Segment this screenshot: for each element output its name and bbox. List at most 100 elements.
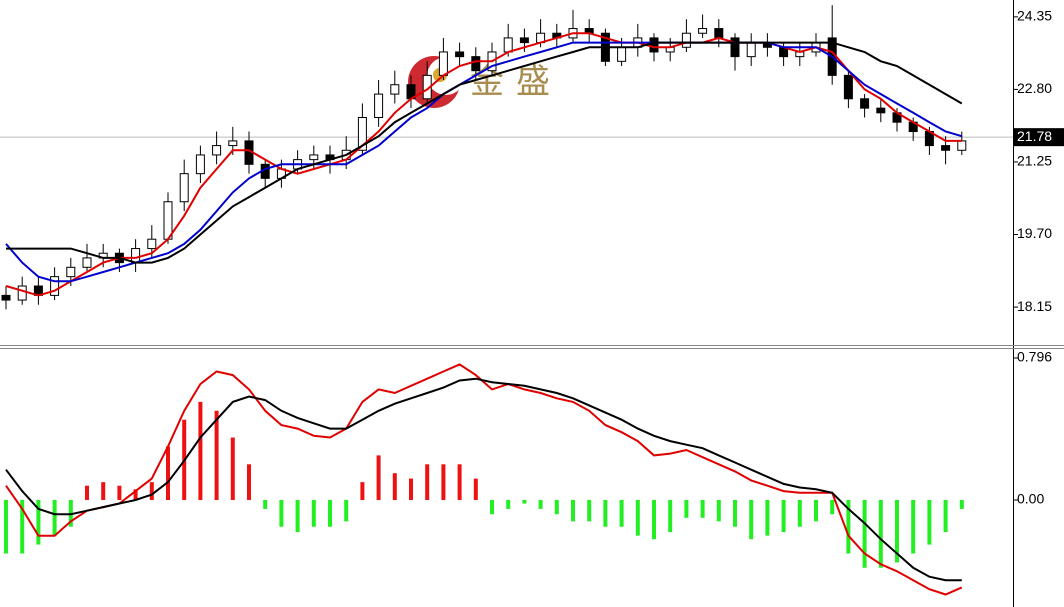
candle-body — [617, 46, 627, 62]
histogram-bar — [895, 499, 899, 563]
candle-body — [212, 145, 222, 156]
histogram-bar — [490, 499, 494, 515]
histogram-bar — [765, 499, 770, 536]
candle-body — [503, 37, 513, 53]
y-tick-label: 18.15 — [1017, 298, 1052, 314]
y-tick-label: 22.80 — [1017, 80, 1052, 96]
candle-body — [471, 56, 481, 72]
histogram-bar — [862, 499, 867, 568]
y-tick-label: 21.25 — [1017, 153, 1052, 169]
histogram-bar — [344, 499, 349, 522]
line — [5, 32, 962, 297]
candle-body — [82, 257, 92, 268]
histogram-bar — [733, 499, 737, 527]
histogram-bar — [652, 499, 656, 540]
candle-body — [698, 28, 708, 34]
histogram-bar — [85, 485, 89, 500]
histogram-bar — [781, 499, 786, 533]
candle-body — [179, 173, 189, 203]
histogram-bar — [635, 499, 640, 536]
candle-body — [390, 84, 400, 95]
candle-body — [681, 32, 691, 48]
y-tick-label: 24.35 — [1017, 8, 1052, 24]
y-tick-label: 0.796 — [1017, 349, 1052, 365]
candle-body — [730, 37, 740, 58]
histogram-bar — [149, 482, 154, 500]
candle-body — [860, 98, 870, 109]
line — [5, 363, 963, 596]
histogram-bar — [668, 499, 673, 533]
candle-body — [876, 107, 886, 114]
y-tick-label: 0.00 — [1017, 491, 1044, 507]
histogram-bar — [911, 499, 916, 554]
line — [5, 377, 962, 582]
candle-body — [228, 140, 238, 147]
histogram-bar — [716, 499, 721, 522]
candle-body — [147, 238, 157, 250]
last-price-label: 21.78 — [1017, 128, 1052, 144]
histogram-bar — [943, 499, 948, 533]
histogram-bar — [846, 499, 851, 554]
last-price-box — [1014, 128, 1064, 147]
histogram-bar — [587, 499, 592, 522]
histogram-bar — [506, 499, 511, 509]
histogram-bar — [814, 499, 818, 522]
histogram-bar — [295, 499, 300, 533]
histogram-bar — [392, 473, 397, 500]
histogram-bar — [409, 478, 413, 500]
histogram-bar — [360, 482, 365, 500]
histogram-bar — [230, 437, 235, 500]
histogram-bar — [571, 499, 575, 522]
candle-body — [957, 140, 967, 151]
histogram-bar — [797, 499, 802, 527]
candle-body — [714, 28, 724, 39]
histogram-bar — [20, 499, 25, 554]
histogram-bar — [603, 499, 608, 527]
histogram-bar — [927, 499, 932, 545]
histogram-bar — [198, 401, 203, 500]
marks: 24.35 22.80 21.25 19.70 18.15 21.78 0.796 0.00 — [0, 5, 1064, 596]
histogram-bar — [214, 410, 219, 500]
histogram-bar — [684, 499, 689, 518]
histogram-bar — [554, 499, 559, 515]
candle-body — [438, 51, 448, 76]
histogram-bar — [133, 489, 138, 500]
candle-body — [309, 154, 319, 161]
histogram-bar — [619, 499, 624, 527]
histogram-bar — [376, 455, 381, 500]
candle-body — [746, 42, 756, 58]
histogram-bar — [473, 478, 478, 500]
y-tick-label: 19.70 — [1017, 225, 1052, 241]
line — [6, 41, 963, 264]
histogram-bar — [700, 499, 705, 518]
candle-body — [66, 266, 76, 278]
candle-body — [374, 93, 384, 118]
candle-body — [357, 116, 367, 151]
candle-body — [1, 294, 11, 301]
histogram-bar — [247, 464, 251, 500]
histogram-bar — [36, 499, 41, 545]
histogram-bar — [328, 499, 332, 527]
histogram-bar — [117, 485, 122, 500]
candle-body — [519, 37, 529, 44]
candle-body — [50, 276, 60, 296]
histogram-bar — [166, 446, 170, 500]
histogram-bar — [878, 499, 883, 568]
candle-body — [649, 37, 659, 53]
histogram-bar — [538, 499, 543, 509]
candle-body — [455, 51, 465, 58]
histogram-bar — [101, 482, 106, 500]
histogram-bar — [522, 499, 527, 504]
candle-body — [941, 145, 951, 151]
histogram-bar — [52, 499, 57, 536]
histogram-bar — [311, 499, 316, 527]
candle-body — [843, 74, 853, 100]
candle-body — [131, 248, 141, 264]
histogram-bar — [457, 464, 462, 500]
histogram-bar — [279, 499, 284, 527]
histogram-bar — [263, 499, 268, 509]
histogram-bar — [959, 499, 964, 509]
